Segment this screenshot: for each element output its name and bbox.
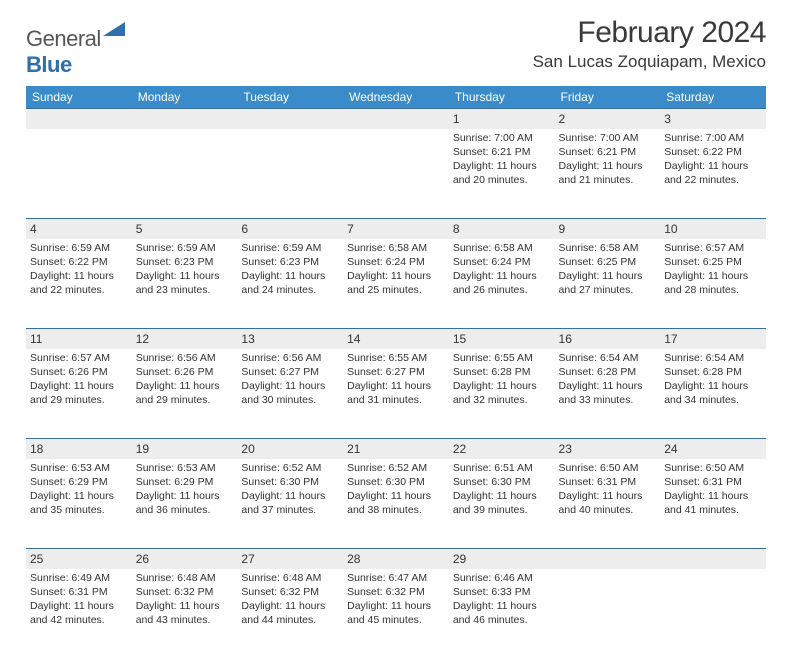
day-number: 3 (660, 109, 766, 128)
day-detail: Sunrise: 6:48 AMSunset: 6:32 PMDaylight:… (241, 569, 339, 628)
day-number: 9 (555, 219, 661, 238)
day-detail: Sunrise: 6:58 AMSunset: 6:24 PMDaylight:… (453, 239, 551, 298)
brand-first: General (26, 26, 101, 51)
day-number: 8 (449, 219, 555, 238)
week-detail-row: ....Sunrise: 7:00 AMSunset: 6:21 PMDayli… (26, 129, 766, 219)
day-number: 17 (660, 329, 766, 348)
week-daynum-row: 2526272829.. (26, 549, 766, 569)
month-title: February 2024 (533, 16, 766, 50)
day-detail: Sunrise: 6:55 AMSunset: 6:27 PMDaylight:… (347, 349, 445, 408)
day-detail: Sunrise: 6:55 AMSunset: 6:28 PMDaylight:… (453, 349, 551, 408)
weekday-header: Wednesday (343, 86, 449, 109)
day-number: 22 (449, 439, 555, 458)
day-number: 18 (26, 439, 132, 458)
day-detail: Sunrise: 6:51 AMSunset: 6:30 PMDaylight:… (453, 459, 551, 518)
day-number: 10 (660, 219, 766, 238)
title-block: February 2024 San Lucas Zoquiapam, Mexic… (533, 16, 766, 72)
day-number: 28 (343, 549, 449, 568)
day-detail: Sunrise: 6:57 AMSunset: 6:26 PMDaylight:… (30, 349, 128, 408)
day-detail: Sunrise: 6:59 AMSunset: 6:22 PMDaylight:… (30, 239, 128, 298)
day-detail: Sunrise: 6:47 AMSunset: 6:32 PMDaylight:… (347, 569, 445, 628)
week-detail-row: Sunrise: 6:49 AMSunset: 6:31 PMDaylight:… (26, 569, 766, 659)
day-number: 24 (660, 439, 766, 458)
day-number: 27 (237, 549, 343, 568)
day-number: 29 (449, 549, 555, 568)
day-detail: Sunrise: 6:53 AMSunset: 6:29 PMDaylight:… (136, 459, 234, 518)
day-detail: Sunrise: 6:53 AMSunset: 6:29 PMDaylight:… (30, 459, 128, 518)
week-detail-row: Sunrise: 6:59 AMSunset: 6:22 PMDaylight:… (26, 239, 766, 329)
week-daynum-row: ....123 (26, 109, 766, 129)
day-detail: Sunrise: 6:50 AMSunset: 6:31 PMDaylight:… (559, 459, 657, 518)
day-detail: Sunrise: 6:59 AMSunset: 6:23 PMDaylight:… (136, 239, 234, 298)
day-number: 12 (132, 329, 238, 348)
day-detail: Sunrise: 6:58 AMSunset: 6:24 PMDaylight:… (347, 239, 445, 298)
day-detail: Sunrise: 6:54 AMSunset: 6:28 PMDaylight:… (664, 349, 762, 408)
day-detail: Sunrise: 6:52 AMSunset: 6:30 PMDaylight:… (241, 459, 339, 518)
day-detail: Sunrise: 7:00 AMSunset: 6:21 PMDaylight:… (453, 129, 551, 188)
calendar-header-row: SundayMondayTuesdayWednesdayThursdayFrid… (26, 86, 766, 109)
day-number: 20 (237, 439, 343, 458)
day-number: 26 (132, 549, 238, 568)
day-number: 13 (237, 329, 343, 348)
week-daynum-row: 18192021222324 (26, 439, 766, 459)
day-number: 1 (449, 109, 555, 128)
weekday-header: Tuesday (237, 86, 343, 109)
day-detail: Sunrise: 7:00 AMSunset: 6:21 PMDaylight:… (559, 129, 657, 188)
day-number: 16 (555, 329, 661, 348)
week-daynum-row: 11121314151617 (26, 329, 766, 349)
brand-triangle-icon (103, 22, 125, 36)
day-number: 7 (343, 219, 449, 238)
weekday-header: Sunday (26, 86, 132, 109)
brand-text: GeneralBlue (26, 22, 125, 78)
calendar-table: SundayMondayTuesdayWednesdayThursdayFrid… (26, 86, 766, 659)
day-number: 14 (343, 329, 449, 348)
day-detail: Sunrise: 6:50 AMSunset: 6:31 PMDaylight:… (664, 459, 762, 518)
week-daynum-row: 45678910 (26, 219, 766, 239)
day-detail: Sunrise: 6:59 AMSunset: 6:23 PMDaylight:… (241, 239, 339, 298)
location-text: San Lucas Zoquiapam, Mexico (533, 52, 766, 72)
day-detail: Sunrise: 6:49 AMSunset: 6:31 PMDaylight:… (30, 569, 128, 628)
weekday-header: Saturday (660, 86, 766, 109)
day-detail: Sunrise: 6:52 AMSunset: 6:30 PMDaylight:… (347, 459, 445, 518)
brand-second: Blue (26, 52, 72, 77)
day-number: 2 (555, 109, 661, 128)
day-number: 25 (26, 549, 132, 568)
day-number: 5 (132, 219, 238, 238)
day-detail: Sunrise: 6:58 AMSunset: 6:25 PMDaylight:… (559, 239, 657, 298)
header: GeneralBlue February 2024 San Lucas Zoqu… (26, 16, 766, 78)
week-detail-row: Sunrise: 6:53 AMSunset: 6:29 PMDaylight:… (26, 459, 766, 549)
day-number: 19 (132, 439, 238, 458)
day-detail: Sunrise: 6:57 AMSunset: 6:25 PMDaylight:… (664, 239, 762, 298)
day-number: 4 (26, 219, 132, 238)
weekday-header: Thursday (449, 86, 555, 109)
day-detail: Sunrise: 7:00 AMSunset: 6:22 PMDaylight:… (664, 129, 762, 188)
weekday-header: Monday (132, 86, 238, 109)
day-number: 11 (26, 329, 132, 348)
weekday-header: Friday (555, 86, 661, 109)
day-number: 15 (449, 329, 555, 348)
day-detail: Sunrise: 6:56 AMSunset: 6:27 PMDaylight:… (241, 349, 339, 408)
day-detail: Sunrise: 6:54 AMSunset: 6:28 PMDaylight:… (559, 349, 657, 408)
page: GeneralBlue February 2024 San Lucas Zoqu… (0, 0, 792, 669)
week-detail-row: Sunrise: 6:57 AMSunset: 6:26 PMDaylight:… (26, 349, 766, 439)
day-number: 21 (343, 439, 449, 458)
day-number: 23 (555, 439, 661, 458)
day-detail: Sunrise: 6:56 AMSunset: 6:26 PMDaylight:… (136, 349, 234, 408)
day-detail: Sunrise: 6:48 AMSunset: 6:32 PMDaylight:… (136, 569, 234, 628)
day-detail: Sunrise: 6:46 AMSunset: 6:33 PMDaylight:… (453, 569, 551, 628)
day-number: 6 (237, 219, 343, 238)
brand-logo: GeneralBlue (26, 16, 125, 78)
calendar-body: ....123....Sunrise: 7:00 AMSunset: 6:21 … (26, 109, 766, 659)
